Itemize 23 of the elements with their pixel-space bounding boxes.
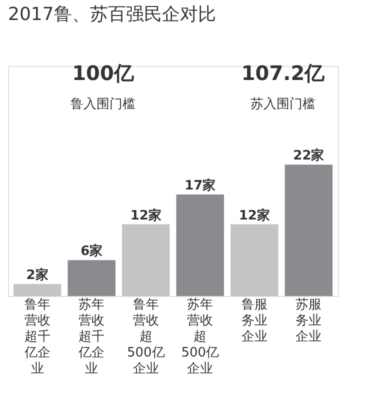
x-tick-label: 苏年营收超500亿企业 — [181, 298, 220, 376]
data-label: 22家 — [293, 148, 324, 164]
x-tick-label: 鲁服务业企业 — [241, 298, 268, 344]
chart-title: 2017鲁、苏百强民企对比 — [8, 4, 216, 25]
text: 苏入围门槛 — [250, 96, 316, 112]
x-tick-label: 苏年营收超千亿企业 — [78, 298, 105, 376]
bar — [176, 194, 224, 296]
data-label: 2家 — [26, 267, 48, 284]
bar — [68, 260, 116, 296]
bar — [122, 224, 170, 296]
x-tick-label: 鲁年营收超500亿企业 — [126, 298, 165, 376]
text: 100亿 — [72, 61, 135, 85]
bar — [13, 284, 62, 296]
x-tick-label: 鲁年营收超千亿企业 — [23, 298, 50, 376]
bar — [230, 224, 278, 296]
data-label: 12家 — [238, 207, 270, 224]
x-tick-label: 苏服务业企业 — [296, 298, 322, 344]
text: 鲁入围门槛 — [70, 96, 136, 112]
data-label: 17家 — [184, 177, 216, 194]
data-label: 12家 — [130, 207, 162, 224]
data-label: 6家 — [80, 243, 103, 260]
bar — [284, 164, 333, 296]
text: 107.2亿 — [241, 61, 326, 85]
